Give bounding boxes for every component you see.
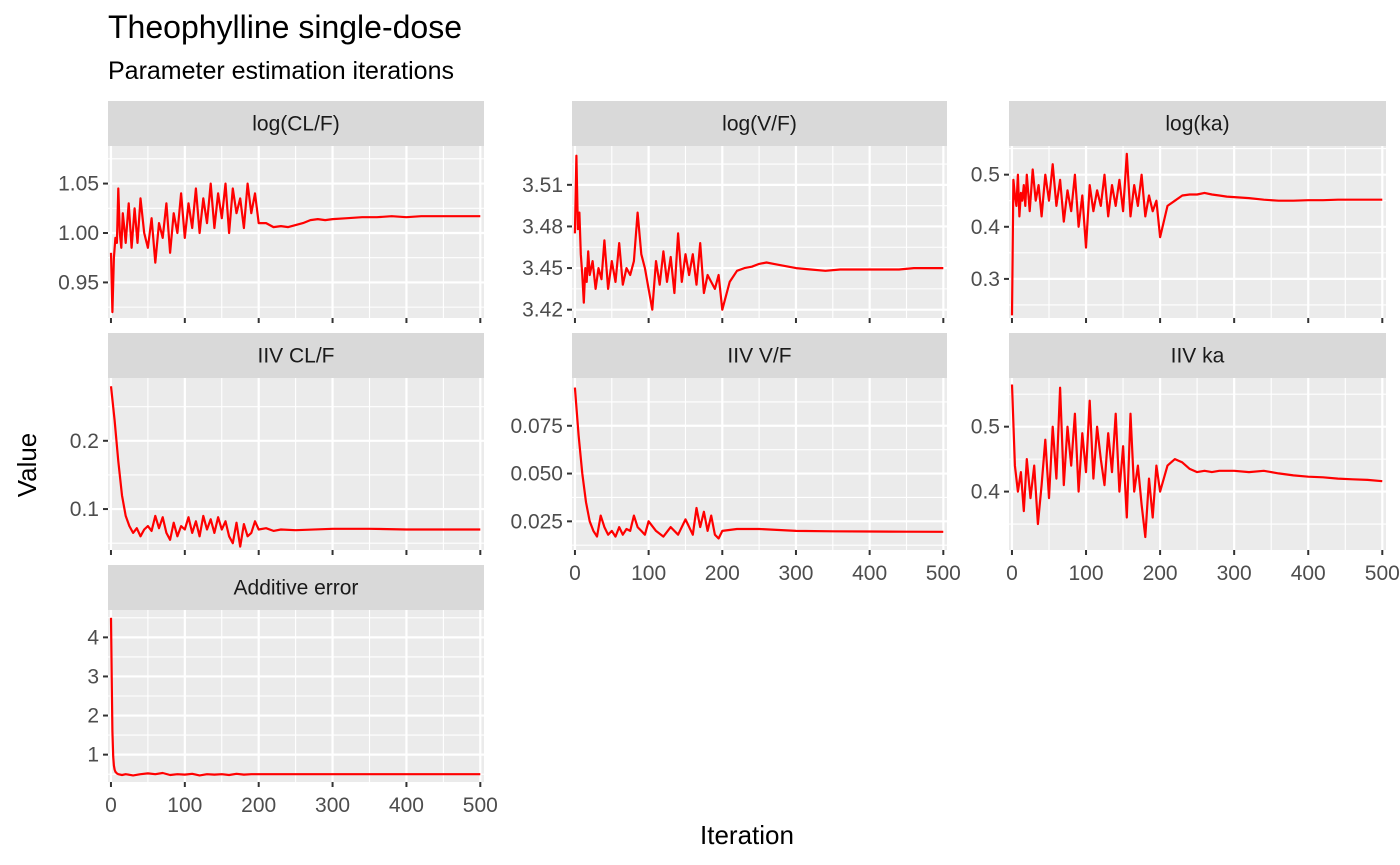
y-tick-label: 0.025 [510,510,563,533]
y-tick-label: 0.075 [510,415,563,438]
x-tick-label: 500 [463,794,498,817]
y-tick-label: 0.95 [58,271,99,294]
facet-strip [108,101,484,146]
x-tick-label: 200 [1143,562,1178,585]
facet-panel: Additive error 1 2 3 4 0 100 200 300 400 500 [87,565,498,817]
facet-panel: IIV CL/F 0.1 0.2 [70,333,484,555]
x-tick-label: 200 [705,562,740,585]
y-tick-label: 1.00 [58,222,99,245]
facet-strip [1009,101,1386,146]
x-tick-label: 400 [389,794,424,817]
x-tick-label: 300 [1217,562,1252,585]
facet-panel: log(CL/F) 0.95 1.00 1.05 [58,101,484,323]
x-axis-title: Iteration [700,820,794,850]
y-tick-label: 0.3 [971,268,1000,291]
y-tick-label: 3 [87,665,99,688]
x-tick-label: 300 [315,794,350,817]
facet-strip [1009,333,1386,378]
x-tick-label: 100 [167,794,202,817]
facet-panel: log(V/F) 3.42 3.45 3.48 3.51 [522,101,947,323]
y-tick-label: 0.050 [510,463,563,486]
facet-strip [108,565,484,610]
series-line [109,386,481,548]
series-line [573,154,944,311]
x-tick-label: 200 [241,794,276,817]
facet-label: log(V/F) [722,113,797,136]
y-tick-label: 3.48 [522,215,563,238]
y-tick-label: 0.1 [70,498,99,521]
series-line [1010,152,1383,316]
y-tick-label: 3.42 [522,299,563,322]
chart-subtitle: Parameter estimation iterations [108,57,454,85]
x-tick-label: 0 [569,562,581,585]
facet-strip [572,101,947,146]
y-tick-label: 3.45 [522,257,563,280]
x-tick-label: 400 [1291,562,1326,585]
x-tick-label: 100 [1069,562,1104,585]
y-tick-label: 1 [87,744,99,767]
facet-panel: IIV V/F 0.025 0.050 0.075 0 100 200 300 400 500 [510,333,961,585]
x-tick-label: 500 [926,562,961,585]
facet-strip [572,333,947,378]
y-tick-label: 0.2 [70,430,99,453]
y-tick-label: 1.05 [58,173,99,196]
facet-label: Additive error [234,577,359,600]
facet-panels: log(CL/F) 0.95 1.00 1.05 log(V/F) 3.42 3.45 3.4… [58,101,1400,817]
facet-label: log(CL/F) [252,113,340,136]
y-tick-label: 0.4 [971,216,1001,239]
facet-label: IIV ka [1171,345,1225,368]
facet-label: IIV CL/F [257,345,334,368]
y-tick-label: 0.4 [971,481,1001,504]
facet-label: IIV V/F [727,345,791,368]
y-tick-label: 2 [87,705,99,728]
series-line [1010,384,1383,539]
x-tick-label: 400 [852,562,887,585]
x-tick-label: 100 [631,562,666,585]
facet-panel: log(ka) 0.3 0.4 0.5 [971,101,1386,323]
x-tick-label: 300 [778,562,813,585]
y-tick-label: 4 [87,626,99,649]
y-tick-label: 0.5 [971,164,1000,187]
x-tick-label: 0 [105,794,117,817]
y-tick-label: 0.5 [971,416,1000,439]
series-line [109,617,481,777]
x-tick-label: 500 [1365,562,1400,585]
y-tick-label: 3.51 [522,174,563,197]
y-axis-title: Value [12,433,42,498]
series-line [573,387,944,540]
x-tick-label: 0 [1006,562,1018,585]
chart-title: Theophylline single-dose [108,9,462,45]
facet-label: log(ka) [1165,113,1229,136]
facet-strip [108,333,484,378]
facet-panel: IIV ka 0.4 0.5 0 100 200 300 400 500 [971,333,1400,585]
series-line [109,182,481,314]
